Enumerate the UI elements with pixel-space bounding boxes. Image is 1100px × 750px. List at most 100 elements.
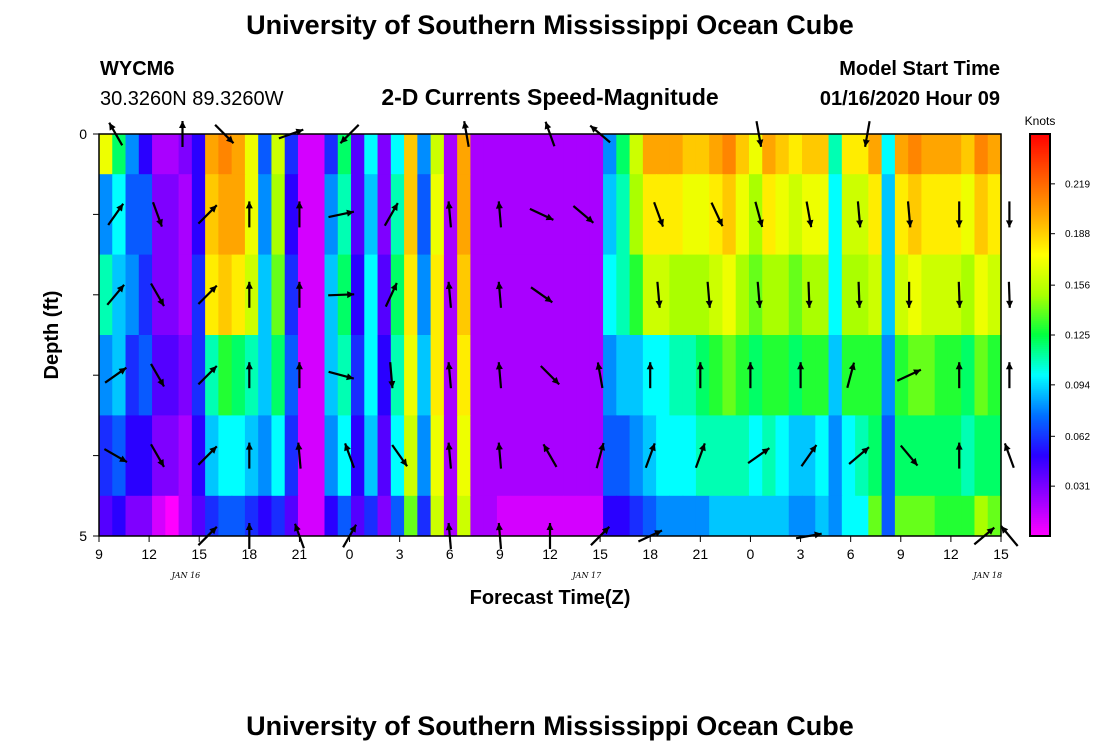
heatmap-cell [775, 415, 790, 497]
vector-head [1006, 300, 1014, 308]
heatmap-cell [908, 495, 923, 537]
heatmap-cell [656, 335, 670, 416]
colorbar-segment [1030, 212, 1050, 215]
heatmap-cell [284, 335, 299, 416]
colorbar-segment [1030, 242, 1050, 246]
colorbar-segment [1030, 389, 1050, 392]
heatmap-cell [695, 335, 710, 416]
heatmap-cell [351, 415, 365, 497]
heatmap-cell [656, 254, 670, 336]
heatmap-cell [218, 415, 233, 497]
current-vector [150, 443, 165, 468]
heatmap-cell [337, 415, 352, 497]
heatmap-cell [470, 254, 485, 336]
colorbar-segment [1030, 138, 1050, 141]
heatmap-cell [550, 335, 564, 416]
heatmap-cell [377, 134, 392, 175]
heatmap-cell [881, 134, 896, 175]
heatmap-cell [191, 254, 206, 336]
heatmap-cell [828, 415, 843, 497]
current-vector [344, 443, 356, 469]
heatmap-cell [868, 495, 883, 537]
heatmap-cell [125, 335, 140, 416]
heatmap-cell [576, 134, 591, 175]
vector-head [699, 443, 706, 452]
colorbar-segment [1030, 136, 1050, 139]
heatmap-cell [921, 335, 936, 416]
current-vector [805, 281, 813, 308]
heatmap-cell [735, 254, 750, 336]
heatmap-cell [563, 335, 578, 416]
colorbar-segment [1030, 501, 1050, 505]
heatmap-cell [788, 254, 803, 336]
vector-head [445, 523, 453, 531]
heatmap-cell [417, 134, 432, 175]
colorbar-segment [1030, 393, 1050, 396]
vector-head [390, 283, 397, 291]
heatmap-cell [231, 495, 246, 537]
vector-head [601, 526, 610, 535]
heatmap-cell [563, 415, 578, 497]
heatmap-cell [351, 254, 365, 336]
heatmap-cell [868, 174, 883, 255]
colorbar-segment [1030, 519, 1050, 523]
heatmap-cell [271, 174, 286, 255]
heatmap-cell [589, 134, 604, 175]
heatmap-cell [138, 415, 153, 497]
vector-head [116, 203, 124, 212]
heatmap-cell [550, 254, 564, 336]
colorbar-segment [1030, 300, 1050, 304]
current-vector [197, 284, 218, 305]
heatmap-cell [231, 254, 246, 336]
colorbar-segment [1030, 527, 1050, 531]
colorbar-segment [1030, 443, 1050, 447]
heatmap-cell [205, 134, 219, 175]
heatmap-cell [709, 134, 724, 175]
vector-head [955, 442, 963, 450]
heatmap-cell [947, 254, 962, 336]
colorbar-segment [1030, 359, 1050, 362]
vector-head [585, 215, 594, 223]
vector-head [226, 135, 234, 144]
heatmap-cell [961, 254, 976, 336]
colorbar-segment [1030, 407, 1050, 410]
colorbar-segment [1030, 308, 1050, 312]
heatmap-cell [271, 335, 286, 416]
heatmap-cell [669, 134, 684, 175]
colorbar-segment [1030, 276, 1050, 280]
heatmap-cell [404, 495, 418, 537]
vector-head [157, 298, 164, 307]
heatmap-cell [258, 134, 273, 175]
heatmap-cell [483, 495, 498, 537]
heatmap-cell [642, 254, 657, 336]
vector-head [346, 373, 354, 381]
vector-head [910, 457, 918, 466]
heatmap-cell [841, 495, 856, 537]
heatmap-cell [748, 335, 763, 416]
colorbar-segment [1030, 363, 1050, 366]
vector-head [109, 122, 116, 131]
heatmap-cell [125, 174, 140, 255]
heatmap-cell [762, 495, 777, 537]
heatmap-cell [815, 134, 830, 175]
vector-head [646, 362, 654, 370]
heatmap-cell [205, 254, 219, 336]
colorbar-segment [1030, 160, 1050, 163]
heatmap-cell [430, 335, 445, 416]
heatmap-cell [682, 415, 697, 497]
colorbar-segment [1030, 320, 1050, 324]
heatmap-cell [603, 254, 617, 336]
heatmap-cell [974, 495, 989, 537]
heatmap-cell [125, 254, 140, 336]
colorbar-segment [1030, 369, 1050, 372]
heatmap-cell [934, 335, 949, 416]
current-vector [572, 205, 595, 224]
colorbar-segment [1030, 411, 1050, 414]
heatmap-cell [669, 174, 684, 255]
colorbar-segment [1030, 262, 1050, 266]
heatmap-cell [563, 134, 578, 175]
colorbar: 0.031 0.062 0.094 0.125 0.156 0.188 0.219 Knots [1025, 114, 1090, 537]
heatmap-cell [709, 495, 724, 537]
vector-head [209, 205, 217, 213]
heatmap-cell [934, 174, 949, 255]
